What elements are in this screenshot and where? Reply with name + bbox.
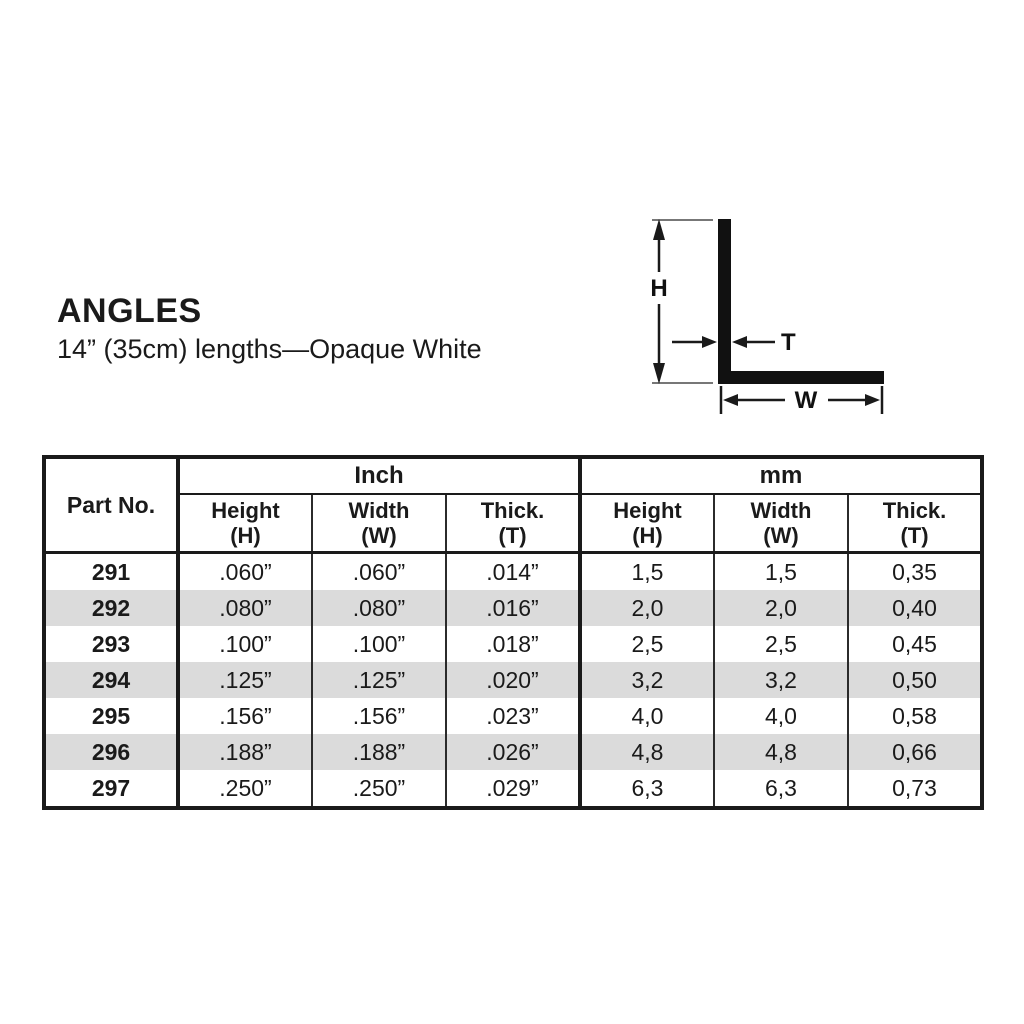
cell-mm-thick: 0,40: [892, 594, 937, 621]
cell-inch-thick: .018”: [446, 626, 582, 662]
cell-mm-width: 2,0: [714, 590, 849, 626]
cell-inch-height: .188”: [178, 734, 313, 770]
cell-inch-width: .156”: [312, 698, 447, 734]
cell-inch-width: .080”: [312, 590, 447, 626]
table-row: 295 .156” .156” .023” 4,0 4,0 0,58: [44, 698, 982, 734]
cell-mm-thick: 0,35: [892, 558, 937, 585]
cell-inch-height: .060”: [178, 552, 313, 590]
height-label: H: [650, 275, 667, 302]
cell-inch-height: .250”: [178, 770, 313, 808]
cell-mm-height: 2,5: [580, 626, 715, 662]
width-dimension-arrow: [719, 386, 884, 414]
cell-mm-thick: 0,73: [892, 774, 937, 801]
angle-dimension-diagram: H T W: [650, 219, 884, 414]
cell-mm-height: 1,5: [580, 552, 715, 590]
cell-mm-width: 6,3: [714, 770, 849, 808]
cell-mm-width: 3,2: [714, 662, 849, 698]
cell-mm-thick: 0,66: [892, 738, 937, 765]
col-header-mm-height: Height (H): [580, 494, 715, 554]
cell-inch-thick: .014”: [446, 552, 582, 590]
angle-profile-shape: [718, 219, 884, 384]
col-header-mm-width: Width (W): [714, 494, 849, 554]
cell-mm-thick: 0,58: [892, 702, 937, 729]
cell-inch-width: .100”: [312, 626, 447, 662]
cell-part-number: 296: [44, 734, 180, 770]
col-header-inch-thick: Thick. (T): [446, 494, 582, 554]
cell-mm-height: 4,8: [580, 734, 715, 770]
table-row: 294 .125” .125” .020” 3,2 3,2 0,50: [44, 662, 982, 698]
cell-inch-width: .188”: [312, 734, 447, 770]
col-group-inch: Inch: [178, 457, 582, 495]
cell-inch-thick: .020”: [446, 662, 582, 698]
page-subtitle: 14” (35cm) lengths—Opaque White: [57, 334, 482, 364]
cell-mm-height: 2,0: [580, 590, 715, 626]
table-row: 297 .250” .250” .029” 6,3 6,3 0,73: [44, 770, 982, 808]
col-group-mm: mm: [580, 457, 982, 495]
cell-part-number: 292: [44, 590, 180, 626]
col-header-part-no: Part No.: [44, 457, 180, 554]
cell-inch-height: .080”: [178, 590, 313, 626]
page-title: ANGLES: [57, 292, 202, 330]
table-row: 293 .100” .100” .018” 2,5 2,5 0,45: [44, 626, 982, 662]
table-subheader-row: Height (H) Width (W) Thick. (T) Height (…: [44, 494, 982, 554]
cell-part-number: 295: [44, 698, 180, 734]
table-group-header-row: Part No. Inch mm: [44, 457, 982, 554]
col-header-inch-width: Width (W): [312, 494, 447, 554]
cell-mm-width: 4,8: [714, 734, 849, 770]
angles-spec-table: Part No. Inch mm Height (H) Width (W) Th…: [42, 455, 984, 810]
cell-part-number: 291: [44, 552, 180, 590]
cell-inch-thick: .016”: [446, 590, 582, 626]
cell-inch-width: .060”: [312, 552, 447, 590]
cell-part-number: 294: [44, 662, 180, 698]
thickness-dimension-arrows: [672, 336, 775, 348]
cell-inch-height: .125”: [178, 662, 313, 698]
cell-mm-thick: 0,50: [892, 666, 937, 693]
cell-inch-thick: .026”: [446, 734, 582, 770]
table-row: 296 .188” .188” .026” 4,8 4,8 0,66: [44, 734, 982, 770]
cell-mm-height: 6,3: [580, 770, 715, 808]
cell-inch-height: .156”: [178, 698, 313, 734]
col-header-inch-height: Height (H): [178, 494, 313, 554]
cell-mm-height: 3,2: [580, 662, 715, 698]
width-label: W: [795, 387, 818, 414]
cell-mm-thick: 0,45: [892, 630, 937, 657]
cell-part-number: 293: [44, 626, 180, 662]
cell-inch-width: .250”: [312, 770, 447, 808]
cell-inch-height: .100”: [178, 626, 313, 662]
thickness-label: T: [781, 329, 796, 356]
col-header-mm-thick: Thick. (T): [848, 494, 982, 554]
cell-inch-width: .125”: [312, 662, 447, 698]
table-row: 291 .060” .060” .014” 1,5 1,5 0,35: [44, 552, 982, 590]
cell-mm-width: 1,5: [714, 552, 849, 590]
table-row: 292 .080” .080” .016” 2,0 2,0 0,40: [44, 590, 982, 626]
cell-mm-height: 4,0: [580, 698, 715, 734]
cell-mm-width: 4,0: [714, 698, 849, 734]
cell-mm-width: 2,5: [714, 626, 849, 662]
height-dimension-arrow: [653, 219, 665, 384]
cell-inch-thick: .029”: [446, 770, 582, 808]
cell-inch-thick: .023”: [446, 698, 582, 734]
cell-part-number: 297: [44, 770, 180, 808]
